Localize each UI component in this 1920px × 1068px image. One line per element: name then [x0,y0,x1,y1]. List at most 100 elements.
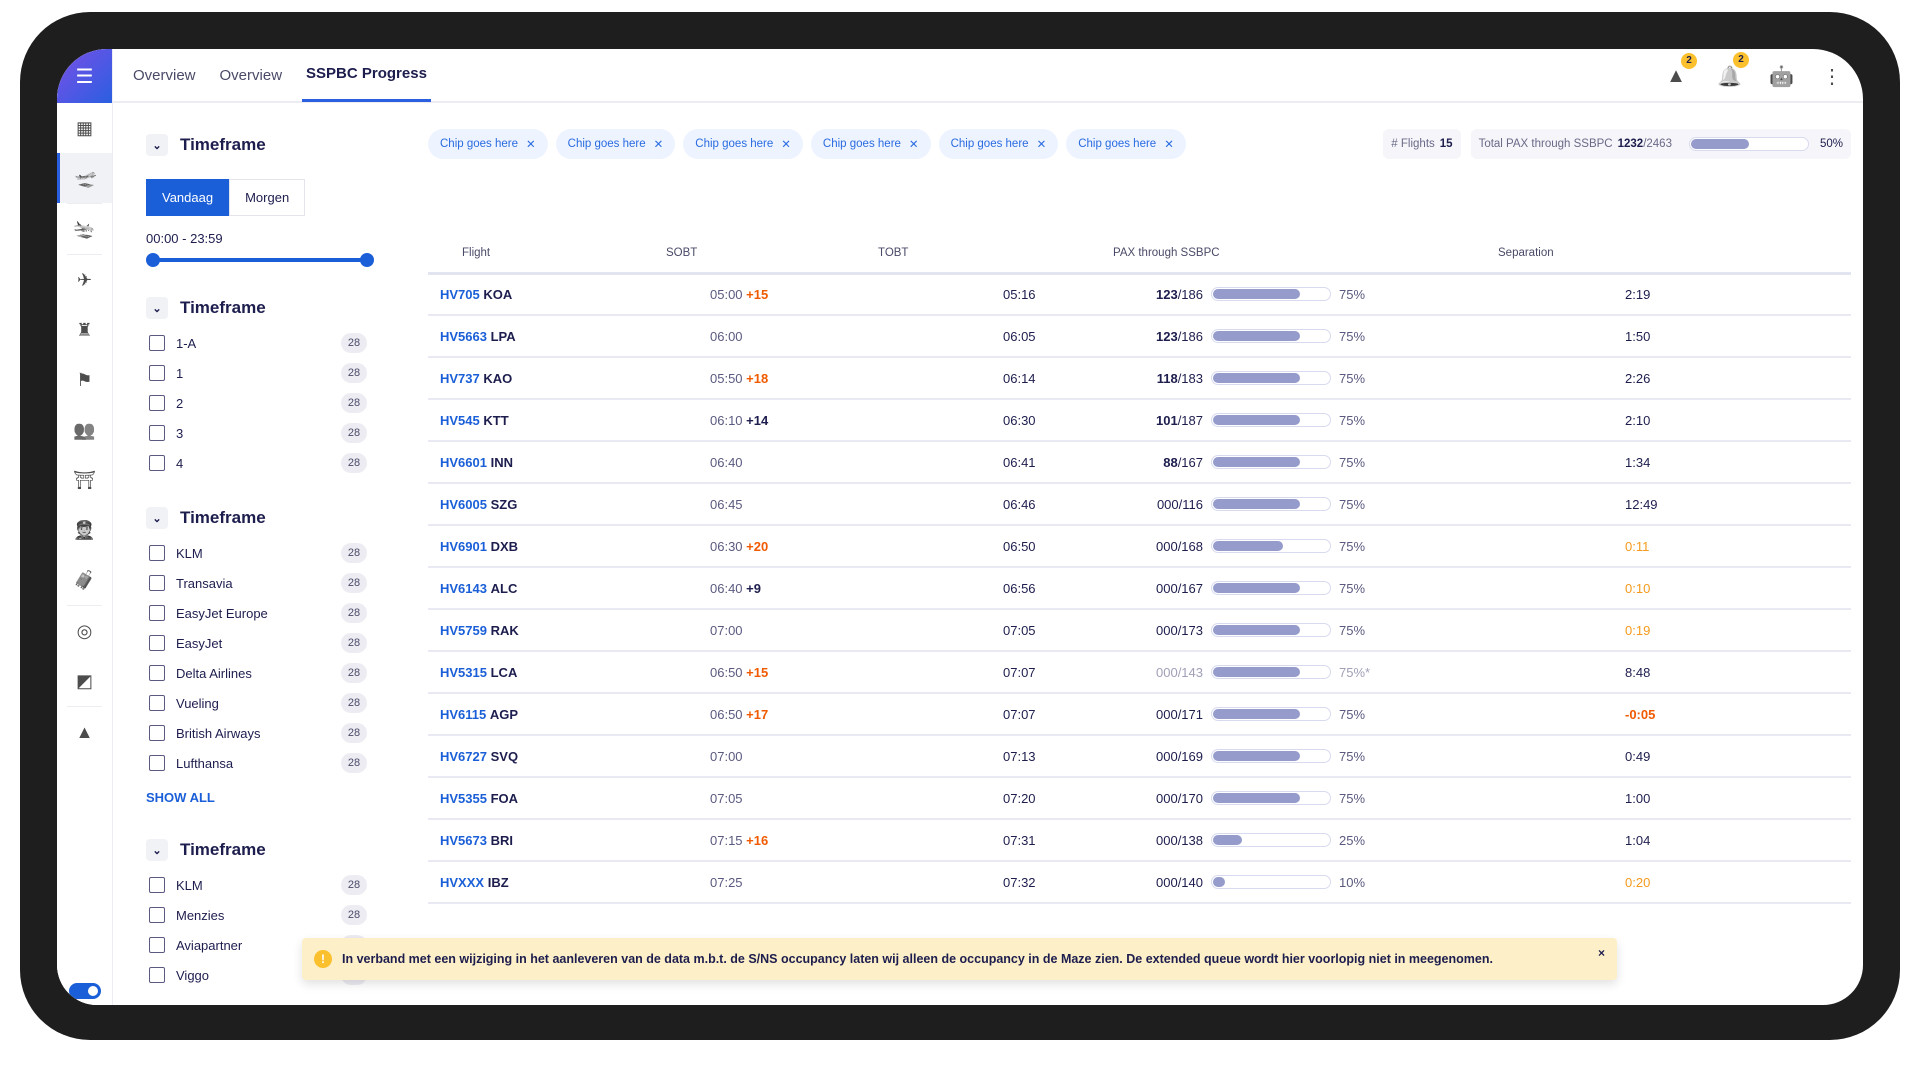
table-row[interactable]: HV5355 FOA 07:05 07:20 000/170 75% 1:00 [428,777,1851,820]
sidebar-item-airplane[interactable]: ✈ [57,255,112,305]
table-row[interactable]: HV737 KAO 05:50 +18 06:14 118/183 75% 2:… [428,357,1851,400]
filter-chip[interactable]: Chip goes here ✕ [810,129,931,159]
filter-chip[interactable]: Chip goes here ✕ [683,129,803,159]
table-row[interactable]: HV5315 LCA 06:50 +15 07:07 000/143 75%* … [428,651,1851,694]
checkbox[interactable] [149,395,165,411]
checkbox[interactable] [149,335,165,351]
close-icon[interactable]: ✕ [908,139,919,151]
sidebar-item-arrivals[interactable]: 🛬 [57,204,112,254]
flight-code[interactable]: HV545 [440,412,480,428]
table-row[interactable]: HV6727 SVQ 07:00 07:13 000/169 75% 0:49 [428,735,1851,778]
checkbox[interactable] [149,967,165,983]
table-row[interactable]: HVXXX IBZ 07:25 07:32 000/140 10% 0:20 [428,861,1851,904]
slider-end-handle[interactable] [360,253,374,267]
sidebar-item-officer[interactable]: 👮 [57,505,112,555]
day-option-morgen[interactable]: Morgen [229,179,306,216]
bell-button[interactable]: 🔔 2 [1717,51,1749,89]
day-option-vandaag[interactable]: Vandaag [146,179,230,216]
sidebar-item-departures[interactable]: 🛫 [57,153,112,203]
close-icon[interactable]: ✕ [653,139,664,151]
flight-code[interactable]: HV6727 [440,748,487,764]
filter-chip[interactable]: Chip goes here ✕ [938,129,1059,159]
table-row[interactable]: HV6601 INN 06:40 06:41 88/167 75% 1:34 [428,441,1851,484]
chevron-down-icon[interactable]: ⌄ [146,134,168,156]
more-vertical-button[interactable]: ⋮ [1821,64,1843,89]
checkbox[interactable] [149,605,165,621]
filter-option[interactable]: EasyJet Europe 28 [149,598,367,628]
robot-button[interactable]: 🤖 [1769,64,1794,89]
tab-2[interactable]: SSPBC Progress [302,49,431,102]
flight-code[interactable]: HV6115 [440,706,487,722]
table-row[interactable]: HV6115 AGP 06:50 +17 07:07 000/171 75% -… [428,693,1851,736]
filter-chip[interactable]: Chip goes here ✕ [428,129,548,159]
tab-1[interactable]: Overview [219,66,283,84]
sidebar-item-tower[interactable]: ♜ [57,305,112,355]
flight-code[interactable]: HV5759 [440,622,487,638]
checkbox[interactable] [149,635,165,651]
close-banner-button[interactable]: × [1597,946,1605,960]
checkbox[interactable] [149,937,165,953]
checkbox[interactable] [149,365,165,381]
checkbox[interactable] [149,575,165,591]
tab-0[interactable]: Overview [133,66,196,84]
flight-code[interactable]: HV737 [440,370,480,386]
filter-option[interactable]: Delta Airlines 28 [149,658,367,688]
theme-toggle[interactable] [69,983,101,999]
checkbox[interactable] [149,755,165,771]
sidebar-item-gate[interactable]: ⚑ [57,355,112,405]
checkbox[interactable] [149,545,165,561]
checkbox[interactable] [149,877,165,893]
flight-code[interactable]: HV5315 [440,664,487,680]
filter-option[interactable]: 4 28 [149,448,367,478]
filter-option[interactable]: Transavia 28 [149,568,367,598]
filter-option[interactable]: KLM 28 [149,870,367,900]
flight-code[interactable]: HV5673 [440,832,487,848]
chevron-down-icon[interactable]: ⌄ [146,297,168,319]
checkbox[interactable] [149,425,165,441]
filter-option[interactable]: EasyJet 28 [149,628,367,658]
checkbox[interactable] [149,665,165,681]
flight-code[interactable]: HV6005 [440,496,487,512]
filter-option[interactable]: 3 28 [149,418,367,448]
sidebar-item-flow-map[interactable]: ▦ [57,103,112,153]
sidebar-item-checkin[interactable]: 👥 [57,405,112,455]
table-row[interactable]: HV5759 RAK 07:00 07:05 000/173 75% 0:19 [428,609,1851,652]
sidebar-item-alert[interactable]: ▲ [57,707,112,757]
flight-code[interactable]: HV5663 [440,328,487,344]
flight-code[interactable]: HV6143 [440,580,487,596]
table-row[interactable]: HV6143 ALC 06:40 +9 06:56 000/167 75% 0:… [428,567,1851,610]
table-row[interactable]: HV5673 BRI 07:15 +16 07:31 000/138 25% 1… [428,819,1851,862]
flight-code[interactable]: HV6601 [440,454,487,470]
filter-option[interactable]: Lufthansa 28 [149,748,367,778]
time-range-slider[interactable] [146,252,374,268]
filter-option[interactable]: British Airways 28 [149,718,367,748]
sidebar-item-security-gate[interactable]: ⛩ [57,455,112,505]
filter-option[interactable]: Menzies 28 [149,900,367,930]
checkbox[interactable] [149,695,165,711]
filter-chip[interactable]: Chip goes here ✕ [555,129,676,159]
table-row[interactable]: HV5663 LPA 06:00 06:05 123/186 75% 1:50 [428,315,1851,358]
close-icon[interactable]: ✕ [1164,139,1174,151]
checkbox[interactable] [149,725,165,741]
show-all-link[interactable]: SHOW ALL [146,790,215,805]
close-icon[interactable]: ✕ [526,139,536,151]
table-row[interactable]: HV545 KTT 06:10 +14 06:30 101/187 75% 2:… [428,399,1851,442]
slider-start-handle[interactable] [146,253,160,267]
sidebar-item-baggage[interactable]: 🧳 [57,555,112,605]
filter-option[interactable]: 1-A 28 [149,328,367,358]
checkbox[interactable] [149,455,165,471]
sidebar-item-radar[interactable]: ◎ [57,606,112,656]
close-icon[interactable]: ✕ [781,139,791,151]
filter-option[interactable]: Vueling 28 [149,688,367,718]
close-icon[interactable]: ✕ [1036,139,1047,151]
checkbox[interactable] [149,907,165,923]
sidebar-item-map[interactable]: ◩ [57,656,112,706]
flight-code[interactable]: HV705 [440,286,480,302]
warning-button[interactable]: ▲ 2 [1665,52,1697,88]
flight-code[interactable]: HVXXX [440,874,485,890]
table-row[interactable]: HV6005 SZG 06:45 06:46 000/116 75% 12:49 [428,483,1851,526]
flight-code[interactable]: HV6901 [440,538,487,554]
filter-chip[interactable]: Chip goes here ✕ [1066,129,1186,159]
table-row[interactable]: HV705 KOA 05:00 +15 05:16 123/186 75% 2:… [428,273,1851,316]
filter-option[interactable]: 1 28 [149,358,367,388]
